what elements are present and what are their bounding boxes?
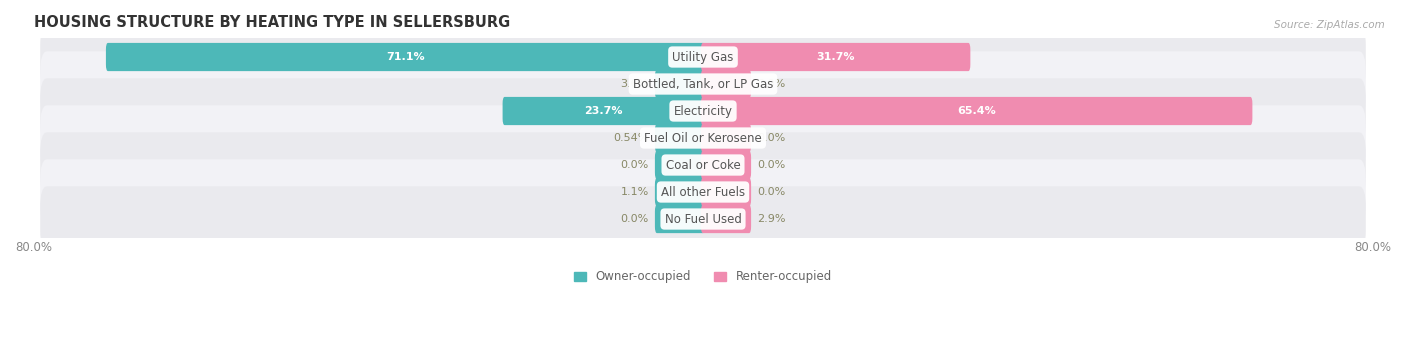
FancyBboxPatch shape xyxy=(702,151,751,179)
FancyBboxPatch shape xyxy=(655,124,704,152)
FancyBboxPatch shape xyxy=(502,97,704,125)
FancyBboxPatch shape xyxy=(655,178,704,206)
Text: HOUSING STRUCTURE BY HEATING TYPE IN SELLERSBURG: HOUSING STRUCTURE BY HEATING TYPE IN SEL… xyxy=(34,15,510,30)
FancyBboxPatch shape xyxy=(702,205,751,233)
Text: 0.0%: 0.0% xyxy=(758,160,786,170)
FancyBboxPatch shape xyxy=(41,132,1365,198)
FancyBboxPatch shape xyxy=(41,78,1365,144)
Text: 1.1%: 1.1% xyxy=(620,187,648,197)
FancyBboxPatch shape xyxy=(655,70,704,98)
FancyBboxPatch shape xyxy=(702,124,751,152)
Text: Utility Gas: Utility Gas xyxy=(672,50,734,63)
Text: 0.0%: 0.0% xyxy=(758,133,786,143)
FancyBboxPatch shape xyxy=(655,205,704,233)
FancyBboxPatch shape xyxy=(41,24,1365,90)
Text: Electricity: Electricity xyxy=(673,104,733,118)
Text: Fuel Oil or Kerosene: Fuel Oil or Kerosene xyxy=(644,132,762,145)
FancyBboxPatch shape xyxy=(105,43,704,71)
Text: 0.0%: 0.0% xyxy=(620,214,648,224)
Text: Bottled, Tank, or LP Gas: Bottled, Tank, or LP Gas xyxy=(633,77,773,90)
Text: 0.0%: 0.0% xyxy=(758,187,786,197)
FancyBboxPatch shape xyxy=(702,97,1253,125)
Text: 0.54%: 0.54% xyxy=(613,133,648,143)
Legend: Owner-occupied, Renter-occupied: Owner-occupied, Renter-occupied xyxy=(569,266,837,288)
Text: Source: ZipAtlas.com: Source: ZipAtlas.com xyxy=(1274,20,1385,30)
Text: 23.7%: 23.7% xyxy=(585,106,623,116)
Text: Coal or Coke: Coal or Coke xyxy=(665,159,741,172)
FancyBboxPatch shape xyxy=(655,151,704,179)
Text: 71.1%: 71.1% xyxy=(387,52,425,62)
Text: No Fuel Used: No Fuel Used xyxy=(665,212,741,225)
FancyBboxPatch shape xyxy=(41,105,1365,171)
Text: 65.4%: 65.4% xyxy=(957,106,995,116)
FancyBboxPatch shape xyxy=(41,51,1365,117)
FancyBboxPatch shape xyxy=(702,70,751,98)
Text: All other Fuels: All other Fuels xyxy=(661,186,745,198)
Text: 0.0%: 0.0% xyxy=(758,79,786,89)
FancyBboxPatch shape xyxy=(41,186,1365,252)
FancyBboxPatch shape xyxy=(41,159,1365,225)
Text: 31.7%: 31.7% xyxy=(817,52,855,62)
Text: 2.9%: 2.9% xyxy=(758,214,786,224)
FancyBboxPatch shape xyxy=(702,43,970,71)
Text: 0.0%: 0.0% xyxy=(620,160,648,170)
Text: 3.6%: 3.6% xyxy=(620,79,648,89)
FancyBboxPatch shape xyxy=(702,178,751,206)
